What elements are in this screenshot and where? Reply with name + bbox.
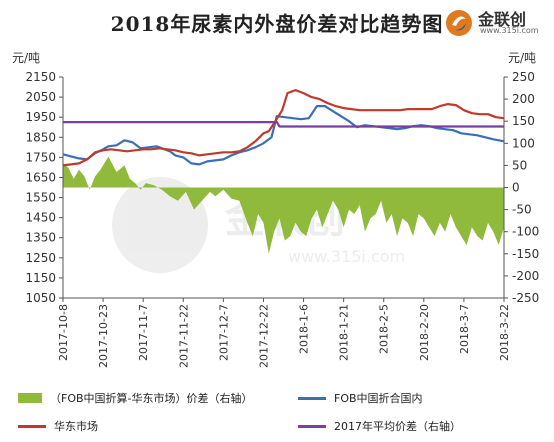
x-tick-label: 2018-3-22 — [498, 304, 511, 361]
legend-swatch-spread — [18, 393, 42, 403]
right-tick-label: -50 — [512, 203, 532, 217]
right-tick-label: 200 — [512, 92, 535, 106]
avg-spread-line — [63, 121, 504, 128]
legend-item-avg: 2017年平均价差（右轴） — [298, 418, 461, 434]
x-tick-label: 2017-12-22 — [257, 304, 270, 368]
legend-item-east: 华东市场 — [18, 418, 98, 434]
legend-label-east: 华东市场 — [54, 420, 98, 433]
right-tick-label: -100 — [512, 225, 539, 239]
legend-swatch-east — [18, 424, 46, 428]
left-tick-label: 1750 — [25, 150, 56, 164]
fob-line — [62, 105, 505, 166]
left-tick-label: 1850 — [25, 130, 56, 144]
left-tick-label: 2050 — [25, 90, 56, 104]
right-tick-label: 250 — [512, 70, 535, 84]
right-axis-unit: 元/吨 — [508, 51, 536, 65]
x-tick-label: 2018-1-21 — [338, 304, 351, 361]
x-tick-label: 2017-12-7 — [217, 304, 230, 361]
logo: 金联创 www.315i.com — [444, 6, 544, 40]
lines-layer — [62, 89, 505, 167]
x-tick-label: 2017-10-23 — [97, 304, 110, 368]
legend-label-spread: （FOB中国折算-华东市场）价差（右轴） — [50, 392, 253, 405]
left-axis-unit: 元/吨 — [12, 51, 40, 65]
right-tick-label: -200 — [512, 269, 539, 283]
right-tick-label: -150 — [512, 247, 539, 261]
x-tick-label: 2017-10-8 — [57, 304, 70, 361]
left-tick-label: 1050 — [25, 291, 56, 305]
legend-label-avg: 2017年平均价差（右轴） — [334, 420, 461, 433]
x-tick-label: 2018-2-20 — [418, 304, 431, 361]
watermark-logo-icon — [112, 177, 208, 273]
legend: （FOB中国折算-华东市场）价差（右轴） FOB中国折合国内 华东市场 2017… — [0, 380, 554, 442]
left-tick-label: 1650 — [25, 170, 56, 184]
left-tick-label: 1150 — [25, 271, 56, 285]
legend-item-fob: FOB中国折合国内 — [298, 390, 423, 406]
axes: 2150 2050 1950 1850 1750 1650 1550 1450 1350 1250… — [25, 70, 539, 368]
x-tick-label: 2018-2-5 — [378, 304, 391, 354]
chart-title: 2018年尿素内外盘价差对比趋势图 — [110, 12, 444, 36]
legend-item-spread: （FOB中国折算-华东市场）价差（右轴） — [18, 390, 253, 406]
legend-swatch-fob — [298, 396, 326, 400]
spread-area-layer — [63, 156, 504, 254]
left-tick-label: 1550 — [25, 191, 56, 205]
x-tick-label: 2018-3-7 — [458, 304, 471, 354]
watermark-url: www.315i.com — [288, 247, 405, 266]
legend-label-fob: FOB中国折合国内 — [334, 392, 423, 405]
left-tick-label: 2150 — [25, 70, 56, 84]
left-tick-label: 1450 — [25, 211, 56, 225]
logo-name: 金联创 — [478, 10, 527, 29]
logo-url: www.315i.com — [480, 26, 539, 35]
left-tick-label: 1250 — [25, 251, 56, 265]
x-tick-label: 2017-11-7 — [137, 304, 150, 361]
right-tick-label: 50 — [512, 158, 527, 172]
east-market-line — [62, 89, 505, 167]
right-tick-label: 100 — [512, 136, 535, 150]
left-tick-label: 1350 — [25, 231, 56, 245]
right-tick-label: -250 — [512, 291, 539, 305]
legend-swatch-avg — [298, 424, 326, 428]
right-tick-label: 0 — [512, 181, 520, 195]
x-tick-label: 2018-1-6 — [298, 304, 311, 354]
spread-area — [63, 156, 504, 254]
right-tick-label: 150 — [512, 114, 535, 128]
left-tick-label: 1950 — [25, 110, 56, 124]
x-tick-label: 2017-11-22 — [177, 304, 190, 368]
logo-mark-icon — [446, 10, 472, 36]
